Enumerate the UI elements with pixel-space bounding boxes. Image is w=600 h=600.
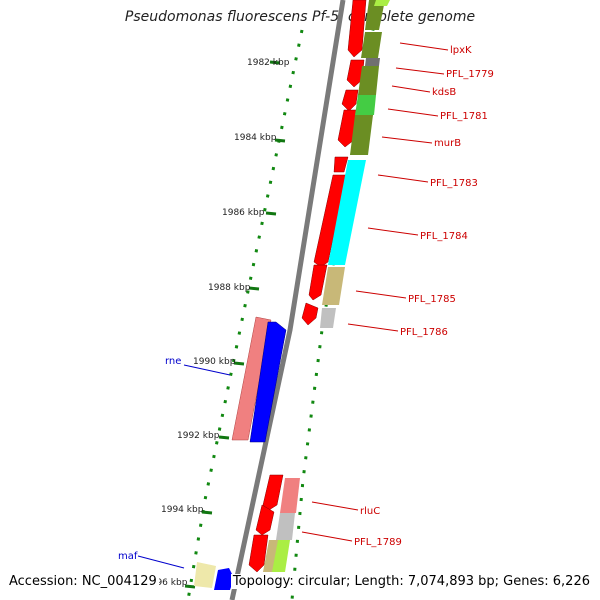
gene-label-PFL-1784[interactable]: PFL_1784 <box>420 231 468 242</box>
gene-label-PFL-1786[interactable]: PFL_1786 <box>400 327 448 338</box>
gene-PFL-1786 <box>301 302 319 326</box>
scale-label: 1982 kbp <box>247 58 290 68</box>
scale-ticks <box>184 60 286 589</box>
inner-scale-ring <box>186 29 304 600</box>
gene-label-rne[interactable]: rne <box>165 356 181 367</box>
gene-kdsB <box>341 89 359 112</box>
scale-label: 1988 kbp <box>208 283 251 293</box>
gene-label-PFL-1781[interactable]: PFL_1781 <box>440 111 488 122</box>
forward-genes <box>248 0 367 573</box>
gene-PFL-1785 <box>308 264 328 301</box>
gene-lpxK <box>347 0 367 58</box>
label-connectors <box>137 42 449 569</box>
scale-label: 1986 kbp <box>222 208 265 218</box>
outer-scale-ring <box>290 0 380 600</box>
gene-label-kdsB[interactable]: kdsB <box>432 87 456 98</box>
gene-rne-blue <box>249 321 287 443</box>
accession-text: Accession: NC_004129 <box>9 574 159 589</box>
scale-label: 1990 kbp <box>193 357 236 367</box>
scale-label: 1984 kbp <box>234 133 277 143</box>
gene-label-PFL-1785[interactable]: PFL_1785 <box>408 294 456 305</box>
genome-backbone <box>229 0 346 600</box>
scale-label: 1994 kbp <box>161 505 204 515</box>
gene-label-PFL-1783[interactable]: PFL_1783 <box>430 178 478 189</box>
gene-maf <box>214 568 234 590</box>
gene-label-maf[interactable]: maf <box>118 551 138 562</box>
outer-blocks <box>263 0 390 572</box>
gene-PFL-1781 <box>337 109 357 148</box>
gene-label-PFL-1789[interactable]: PFL_1789 <box>354 537 402 548</box>
map-title: Pseudomonas fluorescens Pf-5, complete g… <box>124 9 476 25</box>
gene-label-murB[interactable]: murB <box>434 138 461 149</box>
gene-rluC-b <box>255 504 275 536</box>
gene-label-lpxK[interactable]: lpxK <box>450 45 472 56</box>
maf-block <box>194 562 216 588</box>
gene-rluC <box>262 474 284 511</box>
scale-label: 1996 kbp <box>145 578 188 588</box>
gene-PFL-1779 <box>346 59 365 88</box>
gene-PFL-1789 <box>248 534 269 573</box>
gene-label-rluC[interactable]: rluC <box>360 506 380 517</box>
rne-pink-block <box>231 316 272 441</box>
scale-label: 1992 kbp <box>177 431 220 441</box>
gene-label-PFL-1779[interactable]: PFL_1779 <box>446 69 494 80</box>
gene-PFL-1783 <box>333 156 349 173</box>
gene-PFL-1784 <box>313 174 348 268</box>
genome-info-text: Topology: circular; Length: 7,074,893 bp… <box>230 574 590 589</box>
